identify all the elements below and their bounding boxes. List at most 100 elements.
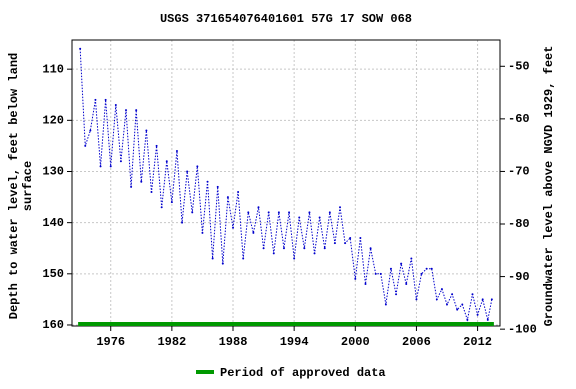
data-point xyxy=(466,318,469,321)
data-point xyxy=(384,303,387,306)
data-point xyxy=(135,109,138,112)
y-tick-label: 160 xyxy=(42,318,64,332)
data-point xyxy=(298,216,301,219)
data-point xyxy=(191,211,194,214)
y2-axis-label: Groundwater level above NGVD 1929, feet xyxy=(542,46,556,327)
data-point xyxy=(282,247,285,250)
data-point xyxy=(293,257,296,260)
data-point xyxy=(410,257,413,260)
data-point xyxy=(99,165,102,168)
data-point xyxy=(425,267,428,270)
data-point xyxy=(339,206,342,209)
data-point xyxy=(318,216,321,219)
data-line xyxy=(79,48,493,322)
data-point xyxy=(359,237,362,239)
data-point xyxy=(165,160,168,163)
data-point xyxy=(481,298,484,301)
data-point xyxy=(303,247,306,250)
data-point xyxy=(400,262,403,265)
data-point xyxy=(389,267,392,270)
data-point xyxy=(277,211,280,214)
legend-label: Period of approved data xyxy=(220,366,386,380)
data-point xyxy=(84,144,87,147)
data-point xyxy=(379,272,382,275)
data-point xyxy=(114,103,117,106)
data-point xyxy=(140,180,143,183)
data-point xyxy=(369,247,372,250)
data-point xyxy=(288,211,291,214)
y2-tick-label: -90 xyxy=(508,270,530,284)
x-tick-label: 2012 xyxy=(463,335,492,349)
data-point xyxy=(226,196,229,199)
y-tick-label: 120 xyxy=(42,113,64,127)
data-point xyxy=(440,288,443,291)
data-point xyxy=(490,298,493,301)
x-tick-label: 1982 xyxy=(157,335,186,349)
data-point xyxy=(456,308,459,311)
x-tick-label: 1994 xyxy=(280,335,309,349)
data-point xyxy=(150,190,153,193)
y2-tick-label: -60 xyxy=(508,112,530,126)
y-axis-label: Depth to water level, feet below land xyxy=(7,53,21,319)
x-tick-label: 1988 xyxy=(219,335,248,349)
data-point xyxy=(186,170,189,173)
data-point xyxy=(364,283,367,286)
y-tick-label: 140 xyxy=(42,216,64,230)
data-point xyxy=(237,190,240,193)
data-point xyxy=(145,129,148,132)
y-tick-label: 130 xyxy=(42,165,64,179)
data-point xyxy=(323,247,326,250)
data-point xyxy=(262,247,265,250)
y-axis-label: surface xyxy=(21,161,35,211)
data-point xyxy=(333,242,336,245)
data-point xyxy=(160,206,163,209)
data-point xyxy=(252,231,255,234)
x-tick-label: 2006 xyxy=(402,335,431,349)
data-point xyxy=(272,252,275,255)
data-point xyxy=(420,272,423,275)
data-point xyxy=(201,231,204,234)
data-point xyxy=(435,298,438,301)
data-point xyxy=(415,298,418,301)
data-point xyxy=(471,293,474,296)
chart-title: USGS 371654076401601 57G 17 SOW 068 xyxy=(160,12,412,26)
data-point xyxy=(257,206,260,209)
y2-tick-label: -50 xyxy=(508,59,530,73)
data-point xyxy=(79,47,82,50)
data-point xyxy=(313,252,316,255)
data-point xyxy=(486,318,489,321)
data-point xyxy=(175,150,178,153)
data-point xyxy=(344,242,347,245)
data-point xyxy=(247,211,250,214)
data-point xyxy=(109,165,112,168)
data-point xyxy=(430,267,433,270)
data-point xyxy=(476,313,479,316)
data-point xyxy=(211,257,214,260)
y2-tick-label: -80 xyxy=(508,217,530,231)
data-point xyxy=(125,109,128,112)
y2-tick-label: -70 xyxy=(508,165,530,179)
data-point xyxy=(374,272,377,275)
data-point xyxy=(130,185,133,188)
x-tick-label: 1976 xyxy=(96,335,125,349)
data-point xyxy=(196,165,199,168)
data-point xyxy=(446,303,449,306)
data-point xyxy=(216,185,219,188)
data-point xyxy=(104,98,107,101)
data-point xyxy=(328,211,331,214)
data-point xyxy=(461,303,464,306)
data-point xyxy=(354,277,357,280)
y2-tick-label: -100 xyxy=(508,322,537,336)
data-point xyxy=(405,283,408,286)
data-point xyxy=(267,211,270,214)
data-point xyxy=(395,293,398,296)
data-point xyxy=(181,221,184,224)
data-point xyxy=(451,293,454,296)
data-point xyxy=(94,98,97,101)
data-point xyxy=(232,226,235,229)
data-point xyxy=(119,160,122,163)
data-point xyxy=(155,144,158,147)
data-point xyxy=(206,180,209,183)
